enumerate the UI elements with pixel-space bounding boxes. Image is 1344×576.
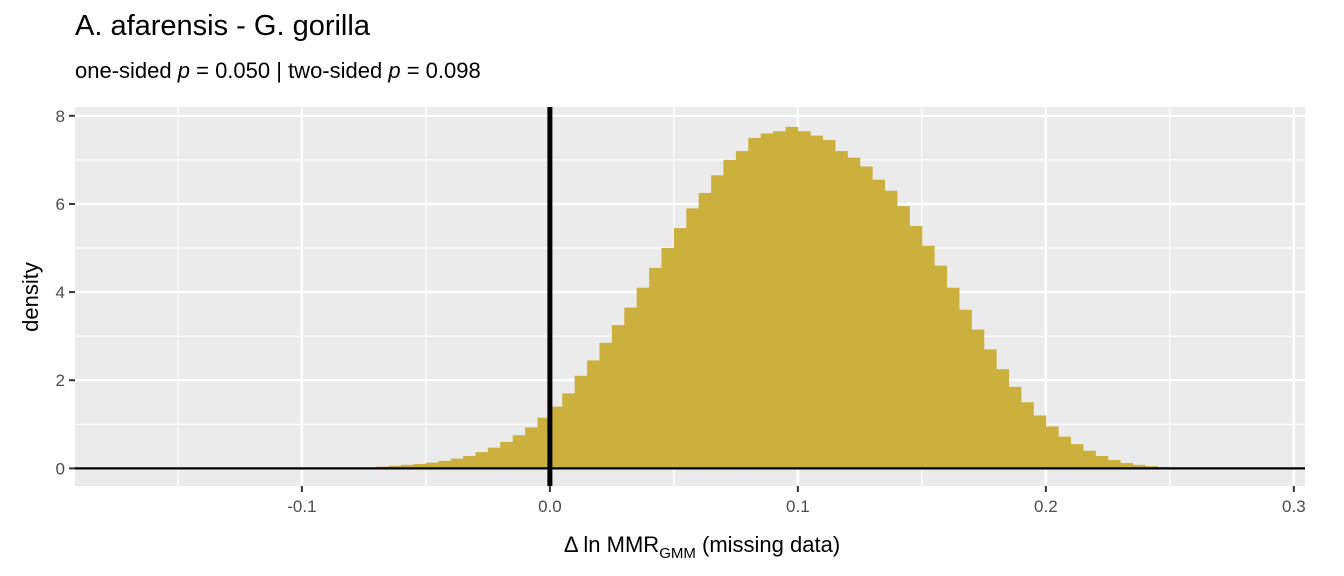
- histogram-bar: [872, 179, 886, 469]
- p-symbol-one: p: [177, 58, 190, 83]
- histogram-bar: [636, 287, 650, 469]
- histogram-bar: [810, 135, 824, 469]
- histogram-bar: [562, 393, 576, 469]
- x-tick-label: 0.0: [538, 497, 562, 516]
- histogram-bar: [450, 458, 464, 469]
- histogram-bar: [1083, 450, 1096, 469]
- x-tick-label: 0.1: [786, 497, 810, 516]
- histogram-bar: [1008, 386, 1022, 469]
- histogram-bar: [549, 406, 563, 469]
- y-tick-label: 0: [56, 459, 65, 478]
- histogram-bar: [884, 190, 898, 469]
- histogram-bar: [487, 447, 501, 469]
- histogram-bar: [921, 245, 935, 469]
- histogram-bar: [983, 349, 997, 469]
- subtitle-prefix: one-sided: [75, 58, 178, 83]
- histogram-bar: [835, 151, 848, 469]
- histogram-bar: [773, 131, 786, 469]
- histogram-bar: [859, 166, 873, 469]
- histogram-bar: [996, 369, 1010, 469]
- y-tick-label: 2: [56, 371, 65, 390]
- histogram-bars: [351, 126, 1196, 469]
- histogram-bar: [1107, 459, 1121, 469]
- histogram-bar: [946, 287, 960, 469]
- two-sided-p: = 0.098: [400, 58, 481, 83]
- histogram-bar: [760, 133, 774, 469]
- one-sided-p: = 0.050 | two-sided: [190, 58, 389, 83]
- histogram-bar: [401, 464, 414, 469]
- histogram-bar: [425, 462, 439, 469]
- x-axis-label: Δ ln MMRGMM (missing data): [564, 532, 840, 562]
- histogram-bar: [463, 456, 476, 469]
- histogram-bar: [1070, 444, 1084, 469]
- histogram-bar: [413, 463, 427, 469]
- histogram-bar: [1033, 415, 1047, 469]
- histogram-bar: [711, 175, 724, 469]
- histogram-bar: [971, 329, 985, 469]
- histogram-bar: [475, 452, 489, 469]
- y-tick-label: 6: [56, 195, 65, 214]
- histogram-bar: [388, 465, 402, 469]
- x-tick-label: 0.3: [1282, 497, 1306, 516]
- histogram-bar: [748, 137, 762, 469]
- histogram-bar: [661, 248, 675, 469]
- x-axis-label-main: Δ ln MMR: [564, 532, 659, 557]
- histogram-bar: [1058, 436, 1072, 469]
- histogram-bar: [686, 208, 700, 469]
- histogram-bar: [1120, 463, 1134, 469]
- y-axis-label: density: [18, 262, 43, 332]
- y-tick-label: 8: [56, 107, 65, 126]
- histogram-bar: [897, 206, 910, 469]
- x-axis-label-subscript: GMM: [659, 545, 696, 562]
- x-axis: -0.1 0.0 0.1 0.2 0.3: [287, 486, 1306, 516]
- histogram-bar: [785, 126, 799, 469]
- histogram-bar: [909, 225, 923, 469]
- histogram-bar: [599, 342, 613, 469]
- histogram-bar: [822, 140, 836, 469]
- histogram-bar: [1021, 402, 1034, 469]
- histogram-bar: [500, 441, 514, 469]
- histogram-bar: [574, 375, 588, 469]
- histogram-bar: [673, 228, 687, 469]
- histogram-bar: [525, 427, 538, 469]
- x-axis-label-suffix: (missing data): [696, 532, 840, 557]
- chart-title: A. afarensis - G. gorilla: [75, 10, 370, 42]
- histogram-bar: [698, 192, 712, 469]
- histogram-bar: [537, 417, 551, 469]
- x-tick-label: -0.1: [287, 497, 316, 516]
- histogram-bar: [735, 151, 749, 469]
- histogram-bar: [438, 460, 452, 469]
- histogram-bar: [959, 309, 972, 469]
- histogram-bar: [624, 307, 638, 469]
- chart-subtitle: one-sided p = 0.050 | two-sided p = 0.09…: [75, 58, 481, 84]
- y-axis: 0 2 4 6 8: [56, 107, 75, 478]
- histogram-bar: [1145, 466, 1158, 469]
- histogram-bar: [797, 131, 811, 469]
- histogram-bar: [1045, 426, 1059, 469]
- histogram-bar: [587, 360, 600, 469]
- histogram-bar: [723, 159, 737, 469]
- p-symbol-two: p: [388, 58, 401, 83]
- y-tick-label: 4: [56, 283, 65, 302]
- x-tick-label: 0.2: [1034, 497, 1058, 516]
- histogram-bar: [847, 157, 861, 469]
- histogram-bar: [1095, 456, 1109, 469]
- histogram-bar: [649, 267, 662, 469]
- histogram-bar: [1132, 464, 1146, 469]
- histogram-bar: [934, 265, 948, 469]
- histogram-bar: [611, 325, 625, 469]
- histogram-bar: [512, 435, 526, 469]
